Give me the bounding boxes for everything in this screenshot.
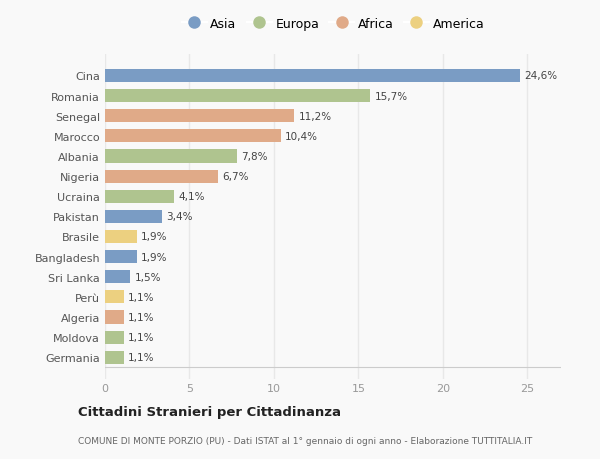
Bar	[105, 130, 281, 143]
Text: 1,1%: 1,1%	[128, 353, 154, 363]
Text: 7,8%: 7,8%	[241, 151, 268, 162]
Text: 4,1%: 4,1%	[178, 192, 205, 202]
Text: 6,7%: 6,7%	[223, 172, 249, 182]
Text: 15,7%: 15,7%	[374, 91, 407, 101]
Bar	[105, 170, 218, 183]
Bar	[105, 150, 237, 163]
Bar	[105, 291, 124, 304]
Text: 11,2%: 11,2%	[298, 112, 332, 122]
Text: 1,1%: 1,1%	[128, 292, 154, 302]
Text: Cittadini Stranieri per Cittadinanza: Cittadini Stranieri per Cittadinanza	[78, 405, 341, 419]
Bar	[105, 251, 137, 263]
Text: 24,6%: 24,6%	[524, 71, 558, 81]
Text: 1,1%: 1,1%	[128, 332, 154, 342]
Text: 10,4%: 10,4%	[285, 132, 318, 141]
Bar	[105, 271, 130, 284]
Text: 1,5%: 1,5%	[134, 272, 161, 282]
Text: 1,9%: 1,9%	[142, 252, 168, 262]
Text: 1,1%: 1,1%	[128, 312, 154, 322]
Bar	[105, 110, 294, 123]
Bar	[105, 190, 174, 203]
Text: COMUNE DI MONTE PORZIO (PU) - Dati ISTAT al 1° gennaio di ogni anno - Elaborazio: COMUNE DI MONTE PORZIO (PU) - Dati ISTAT…	[78, 436, 532, 445]
Bar	[105, 351, 124, 364]
Text: 1,9%: 1,9%	[142, 232, 168, 242]
Bar	[105, 90, 370, 103]
Bar	[105, 210, 163, 224]
Bar	[105, 230, 137, 243]
Text: 3,4%: 3,4%	[167, 212, 193, 222]
Legend: Asia, Europa, Africa, America: Asia, Europa, Africa, America	[176, 13, 490, 36]
Bar	[105, 70, 520, 83]
Bar	[105, 331, 124, 344]
Bar	[105, 311, 124, 324]
